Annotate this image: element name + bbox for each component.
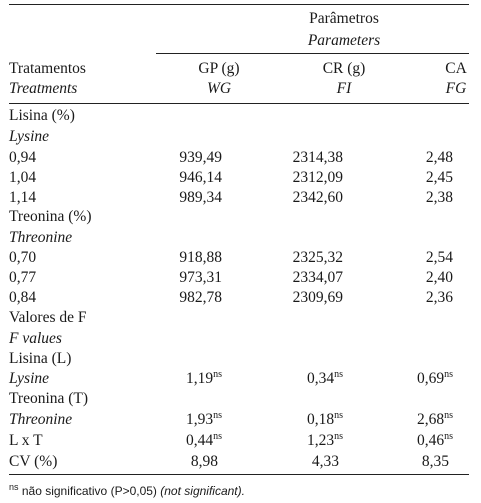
cv-gp: 8,98: [190, 453, 218, 470]
row-label: 0,77: [9, 269, 37, 286]
section-lysine-title: Lisina (%): [9, 107, 75, 124]
row-label: 1,04: [9, 169, 37, 186]
row-ca: 2,48: [425, 149, 453, 166]
footnote-mark: ns: [9, 482, 19, 492]
group-underline: [156, 53, 469, 54]
cv-ca: 8,35: [421, 453, 449, 470]
col-cr: CR (g): [322, 60, 366, 77]
row-gp: 982,78: [179, 289, 222, 306]
group-label-en: Parameters: [307, 32, 381, 49]
col-gp: GP (g): [198, 60, 240, 77]
row-ca: 2,40: [425, 269, 453, 286]
row-cr: 2312,09: [292, 169, 343, 186]
section-threonine-title-en: Threonine: [9, 229, 73, 246]
fvalue-lysine-gp: 1,19ns: [185, 369, 222, 388]
fvalue-threonine-cr: 0,18ns: [306, 410, 343, 429]
fvalue-lysine-ca: 0,69ns: [416, 369, 453, 388]
header-rule: [9, 103, 469, 104]
col-treatment-en: Treatments: [9, 80, 78, 97]
fvalue-threonine-label-en: Threonine: [9, 411, 73, 428]
row-gp: 918,88: [179, 249, 222, 266]
fvalue-lysine-label-en: Lysine: [9, 370, 50, 387]
row-gp: 989,34: [179, 189, 222, 206]
fvalue-interaction-gp: 0,44ns: [185, 431, 222, 450]
top-rule: [9, 4, 469, 5]
row-cr: 2309,69: [292, 289, 343, 306]
footnote-text: não significativo (P>0,05): [18, 484, 161, 498]
fvalue-lysine-label: Lisina (L): [9, 350, 72, 367]
fvalue-threonine-ca: 2,68ns: [416, 410, 453, 429]
section-threonine-title: Treonina (%): [9, 208, 92, 225]
section-lysine-title-en: Lysine: [9, 128, 50, 145]
footnote: ns não significativo (P>0,05) (not signi…: [9, 482, 245, 499]
row-cr: 2342,60: [292, 189, 343, 206]
col-treatment: Tratamentos: [9, 60, 86, 77]
row-label: 0,84: [9, 289, 37, 306]
row-ca: 2,54: [425, 249, 453, 266]
cv-cr: 4,33: [311, 453, 339, 470]
col-ca: CA: [445, 60, 467, 77]
col-ca-en: FG: [445, 80, 467, 97]
row-label: 1,14: [9, 189, 37, 206]
row-gp: 973,31: [179, 269, 222, 286]
fvalue-lysine-cr: 0,34ns: [306, 369, 343, 388]
row-ca: 2,36: [425, 289, 453, 306]
row-ca: 2,38: [425, 189, 453, 206]
section-fvalues-title: Valores de F: [9, 309, 87, 326]
fvalue-threonine-label: Treonina (T): [9, 390, 89, 407]
col-gp-en: WG: [206, 80, 232, 97]
row-gp: 946,14: [179, 169, 222, 186]
row-label: 0,70: [9, 249, 37, 266]
row-label: 0,94: [9, 149, 37, 166]
fvalue-interaction-ca: 0,46ns: [416, 431, 453, 450]
row-ca: 2,45: [425, 169, 453, 186]
row-cr: 2314,38: [292, 149, 343, 166]
col-cr-en: FI: [336, 80, 352, 97]
fvalue-interaction-label: L x T: [9, 432, 43, 449]
fvalue-interaction-cr: 1,23ns: [306, 431, 343, 450]
footnote-text-en: (not significant).: [160, 484, 245, 498]
cv-label: CV (%): [9, 453, 58, 470]
section-fvalues-title-en: F values: [9, 330, 62, 347]
fvalue-threonine-gp: 1,93ns: [185, 410, 222, 429]
bottom-rule: [9, 474, 469, 475]
row-cr: 2334,07: [292, 269, 343, 286]
row-gp: 939,49: [179, 149, 222, 166]
row-cr: 2325,32: [292, 249, 343, 266]
group-label: Parâmetros: [309, 10, 379, 27]
